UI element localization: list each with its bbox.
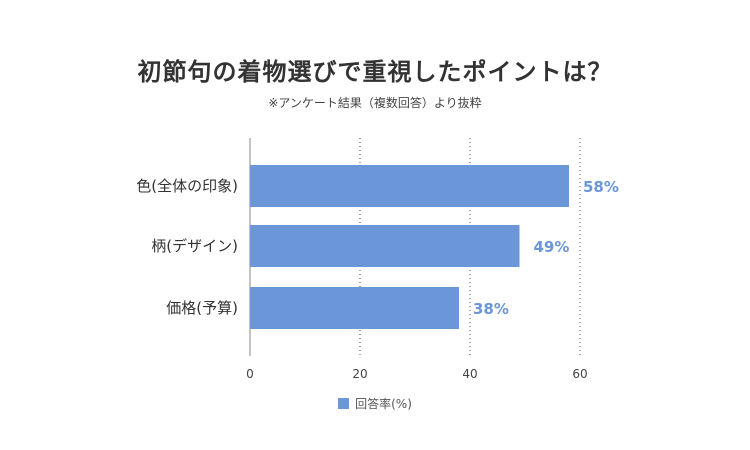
chart-subtitle: ※アンケート結果（複数回答）より抜粋 xyxy=(268,96,482,110)
bar xyxy=(250,225,520,267)
category-label: 柄(デザイン) xyxy=(151,237,238,255)
data-label: 58% xyxy=(583,178,619,196)
legend-swatch xyxy=(338,398,350,409)
legend: 回答率(%) xyxy=(0,395,750,412)
chart-title: 初節句の着物選びで重視したポイントは？ xyxy=(137,58,613,86)
x-tick-label: 0 xyxy=(246,367,254,381)
x-tick-label: 60 xyxy=(572,367,587,381)
bar xyxy=(250,165,569,207)
bar xyxy=(250,287,459,329)
category-label: 価格(予算) xyxy=(166,299,238,317)
data-label: 49% xyxy=(534,238,570,256)
legend-label: 回答率(%) xyxy=(355,397,412,411)
x-tick-label: 40 xyxy=(462,367,477,381)
category-label: 色(全体の印象) xyxy=(136,177,238,195)
data-label: 38% xyxy=(473,300,509,318)
x-tick-label: 20 xyxy=(352,367,367,381)
